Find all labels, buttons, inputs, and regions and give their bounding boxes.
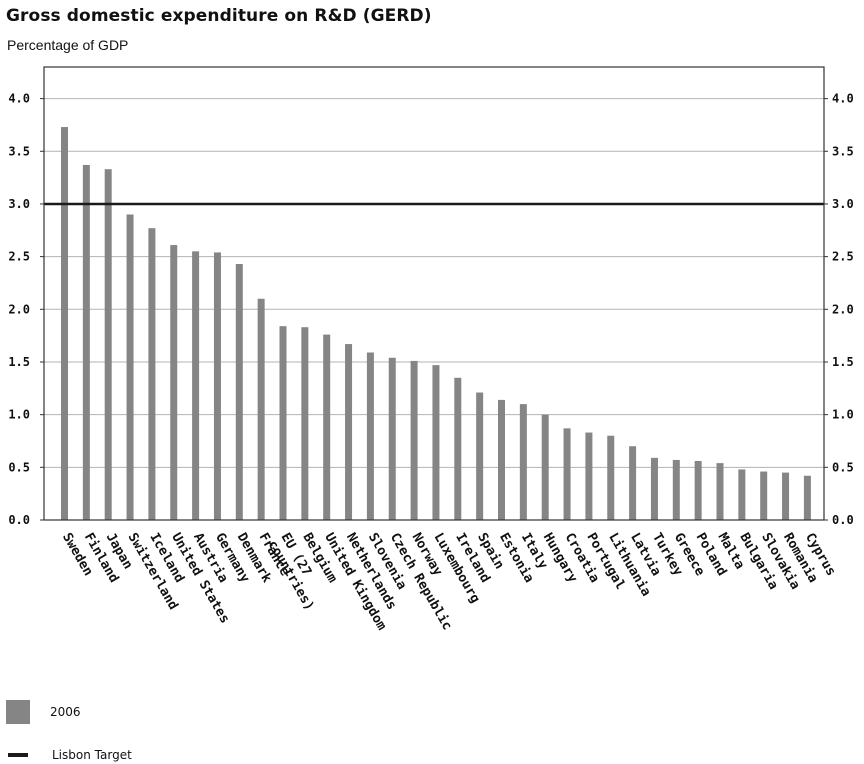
chart-subtitle: Percentage of GDP	[7, 37, 129, 53]
bar	[170, 245, 178, 520]
bar	[235, 264, 243, 520]
bar	[607, 435, 615, 520]
legend-label-2006: 2006	[50, 705, 81, 719]
legend-item-lisbon-target: Lisbon Target	[6, 748, 132, 762]
y-tick-label-right: 1.5	[832, 355, 854, 369]
legend-item-2006: 2006	[6, 700, 81, 724]
bar	[585, 432, 593, 520]
y-tick-label-right: 0.5	[832, 460, 854, 474]
bar	[323, 334, 331, 520]
y-tick-label-left: 3.5	[8, 144, 30, 158]
y-tick-label-right: 3.0	[832, 197, 854, 211]
y-tick-label-left: 2.5	[8, 250, 30, 264]
bar	[410, 360, 418, 520]
bar	[476, 392, 484, 520]
bar	[104, 169, 112, 521]
bar	[498, 399, 505, 520]
legend-swatch-line	[8, 753, 28, 757]
bar	[650, 457, 658, 520]
bar	[782, 472, 790, 520]
bar	[213, 252, 221, 521]
bar	[301, 327, 309, 520]
bar	[82, 164, 90, 520]
bar	[61, 127, 68, 521]
y-tick-label-left: 1.0	[8, 408, 30, 422]
bar	[541, 414, 549, 520]
bar	[454, 377, 462, 520]
bar	[345, 344, 353, 520]
y-tick-label-right: 0.0	[832, 513, 854, 527]
plot-frame	[43, 66, 825, 521]
legend-swatch-bar	[6, 700, 30, 724]
bar	[257, 298, 265, 520]
y-tick-label-right: 1.0	[832, 408, 854, 422]
y-tick-label-left: 3.0	[8, 197, 30, 211]
bar	[192, 251, 200, 520]
bar	[366, 352, 374, 520]
bar	[716, 463, 724, 520]
y-tick-label-right: 3.5	[832, 144, 854, 158]
chart-title: Gross domestic expenditure on R&D (GERD)	[6, 6, 432, 26]
bar	[629, 446, 637, 520]
bar	[738, 469, 746, 520]
bar	[126, 214, 134, 520]
bar	[672, 459, 680, 520]
bar	[432, 365, 440, 520]
bar	[563, 428, 571, 520]
y-tick-label-right: 2.5	[832, 250, 854, 264]
y-tick-label-left: 1.5	[8, 355, 30, 369]
y-tick-label-left: 0.0	[8, 513, 30, 527]
bar	[519, 404, 527, 520]
bar	[760, 471, 768, 520]
bar	[279, 326, 287, 520]
bar	[148, 228, 156, 520]
bar	[694, 461, 702, 520]
y-tick-label-right: 4.0	[832, 92, 854, 106]
y-tick-label-left: 0.5	[8, 460, 30, 474]
y-tick-label-left: 2.0	[8, 302, 30, 316]
y-tick-label-left: 4.0	[8, 92, 30, 106]
bar	[803, 475, 811, 520]
bar	[388, 357, 396, 520]
bar-chart: 0.0 0.0 0.5 0.5 1.0 1.0 1.5 1.5 2.0 2.0 2.5 2.5 3.0 3…	[8, 66, 854, 633]
legend-label-lisbon-target: Lisbon Target	[52, 748, 132, 762]
y-tick-label-right: 2.0	[832, 302, 854, 316]
